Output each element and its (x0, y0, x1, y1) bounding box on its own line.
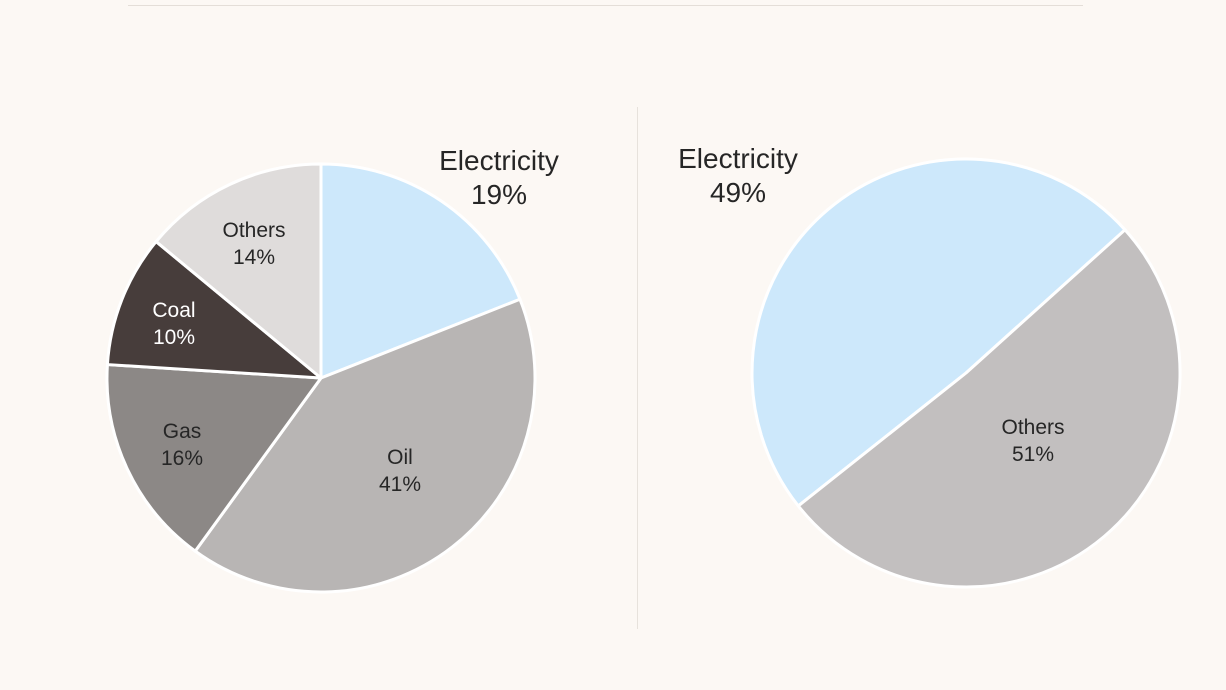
pie-slice-oil (193, 297, 537, 594)
pie-slice-coal (105, 240, 323, 380)
slice-value-others: 51% (1012, 443, 1054, 466)
slice-label-electricity: Electricity (439, 145, 559, 176)
top-rule (128, 5, 1083, 6)
slice-value-oil: 41% (379, 473, 421, 496)
slice-label-others: Others (1001, 416, 1064, 439)
slice-label-others: Others (222, 219, 285, 242)
slice-value-gas: 16% (161, 447, 203, 470)
slice-label-electricity: Electricity (678, 143, 798, 174)
slice-label-coal: Coal (152, 299, 195, 322)
slice-value-electricity: 49% (710, 177, 766, 208)
slice-value-coal: 10% (153, 326, 195, 349)
chart-divider (637, 107, 638, 629)
slice-label-oil: Oil (387, 446, 413, 469)
pie-slice-electricity (319, 162, 522, 380)
pie-slice-others (796, 228, 1182, 589)
pie-slice-electricity (750, 157, 1127, 508)
pie-slice-gas (105, 363, 323, 553)
slice-label-gas: Gas (163, 420, 202, 443)
slice-value-others: 14% (233, 246, 275, 269)
slice-value-electricity: 19% (471, 179, 527, 210)
pie-slice-others (154, 162, 323, 380)
